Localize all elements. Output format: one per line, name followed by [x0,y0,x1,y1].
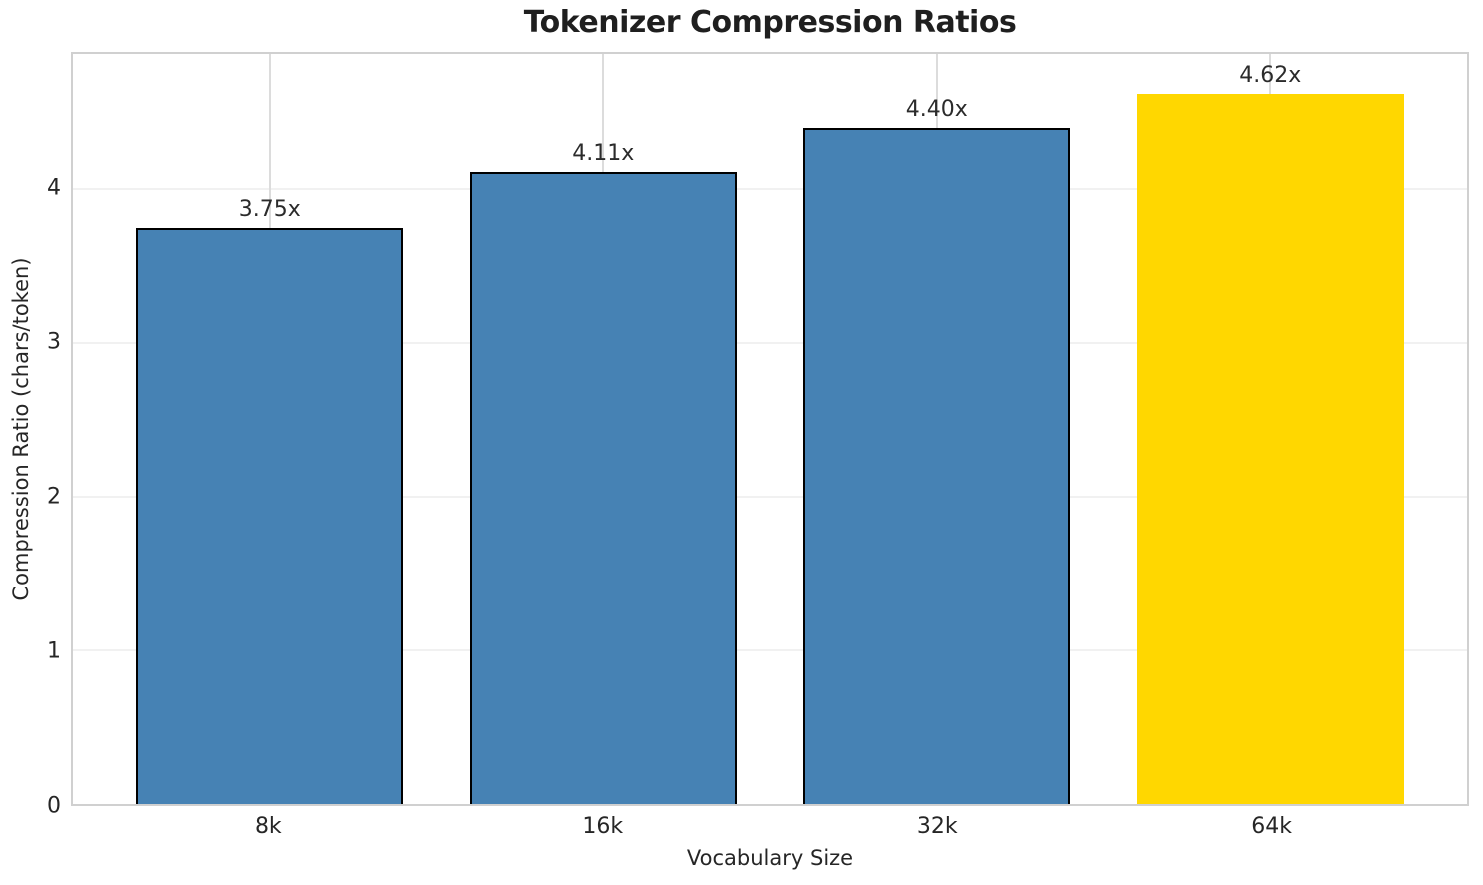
x-tick-32k: 32k [916,814,958,839]
horizontal-gridline [73,188,1467,191]
horizontal-gridline [73,341,1467,344]
x-tick-8k: 8k [254,814,282,839]
x-tick-16k: 16k [582,814,624,839]
y-tick-3: 3 [47,329,61,355]
y-tick-4: 4 [47,175,61,201]
x-axis-label: Vocabulary Size [686,846,854,870]
y-tick-1: 1 [47,638,61,664]
bar-value-label-8k: 3.75x [238,196,301,222]
bar-32k [803,127,1071,804]
y-tick-2: 2 [47,484,61,510]
horizontal-gridline [73,649,1467,652]
bar-8k [136,227,404,804]
plot-area: 3.75x 4.11x 4.40x 4.62x [71,52,1469,806]
bar-value-label-16k: 4.11x [572,141,635,167]
y-tick-0: 0 [47,793,61,819]
bar-64k [1136,93,1404,804]
chart-title: Tokenizer Compression Ratios [523,5,1017,40]
horizontal-gridline [73,495,1467,498]
bar-value-label-32k: 4.40x [905,96,968,122]
y-axis-label: Compression Ratio (chars/token) [9,257,33,601]
bar-16k [469,172,737,804]
x-tick-64k: 64k [1251,814,1293,839]
bar-value-label-64k: 4.62x [1239,62,1302,88]
